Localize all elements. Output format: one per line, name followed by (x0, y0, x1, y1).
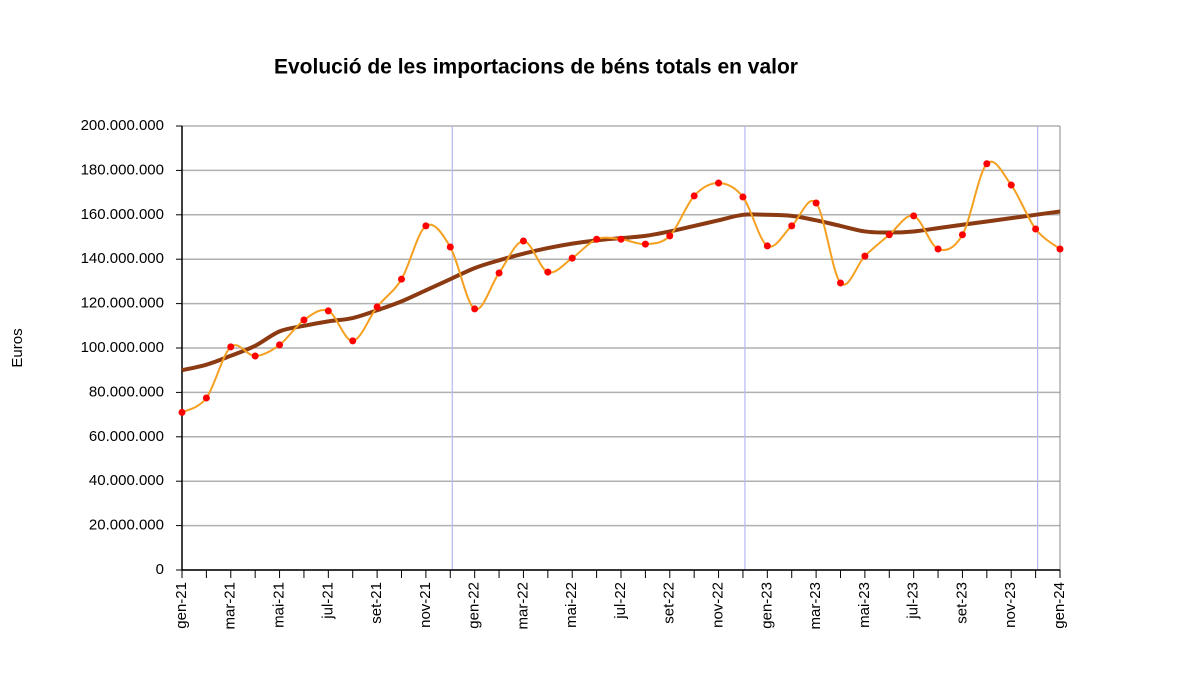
y-axis-label: Euros (9, 328, 26, 367)
point (885, 231, 893, 239)
x-tick-label: jul-21 (319, 582, 336, 620)
point (617, 235, 625, 243)
y-tick-label: 140.000.000 (81, 250, 164, 267)
x-tick-label: mai-22 (563, 582, 580, 628)
point (178, 408, 186, 416)
y-tick-label: 200.000.000 (81, 117, 164, 134)
x-tick-label: set-22 (661, 582, 678, 624)
point (641, 240, 649, 248)
x-tick-label: set-21 (368, 582, 385, 624)
point (837, 279, 844, 287)
series-line (181, 160, 1061, 414)
x-tick-label: mai-21 (271, 582, 288, 628)
point (666, 232, 674, 240)
x-tick-label: mar-23 (807, 582, 824, 630)
point (983, 160, 991, 168)
point (934, 245, 942, 253)
y-tick-label: 0 (156, 561, 164, 578)
point (1032, 225, 1040, 233)
point (373, 303, 381, 311)
point (202, 394, 210, 402)
point (324, 307, 332, 315)
point (715, 179, 723, 187)
point (910, 212, 918, 220)
point (568, 254, 576, 262)
x-tick-label: mar-22 (514, 582, 531, 630)
y-tick-label: 160.000.000 (81, 206, 164, 223)
point (276, 341, 284, 349)
x-tick-label: gen-24 (1051, 582, 1068, 629)
y-tick-label: 180.000.000 (81, 161, 164, 178)
x-tick-label: gen-22 (466, 582, 483, 629)
x-tick-label: gen-21 (173, 582, 190, 629)
y-tick-label: 40.000.000 (89, 472, 164, 489)
point (300, 316, 308, 324)
point (422, 222, 430, 230)
y-tick-label: 120.000.000 (81, 295, 164, 312)
y-tick-label: 20.000.000 (89, 517, 164, 534)
point (593, 235, 601, 243)
x-tick-label: nov-21 (417, 582, 434, 628)
x-tick-label: jul-23 (905, 582, 922, 620)
point (251, 352, 259, 360)
point (812, 199, 820, 207)
y-tick-label: 60.000.000 (89, 428, 164, 445)
point (349, 337, 357, 345)
point (690, 192, 698, 200)
point (763, 242, 771, 250)
point (495, 269, 503, 277)
point (1007, 181, 1015, 189)
point (519, 237, 527, 245)
x-tick-label: nov-22 (710, 582, 727, 628)
x-tick-label: mar-21 (222, 582, 239, 630)
point (958, 231, 966, 239)
x-tick-label: gen-23 (758, 582, 775, 629)
chart-title: Evolució de les importacions de béns tot… (274, 56, 798, 79)
y-tick-label: 80.000.000 (89, 383, 164, 400)
x-tick-label: mai-23 (856, 582, 873, 628)
x-tick-label: set-23 (953, 582, 970, 624)
point (398, 275, 405, 283)
y-tick-label: 100.000.000 (81, 339, 164, 356)
x-tick-label: nov-23 (1002, 582, 1019, 628)
point (1056, 245, 1064, 253)
point (739, 193, 747, 201)
point (446, 243, 454, 251)
point (861, 252, 869, 260)
x-tick-label: jul-22 (612, 582, 629, 620)
point (227, 343, 235, 351)
point (788, 222, 796, 230)
point (471, 305, 479, 313)
point (544, 268, 552, 276)
